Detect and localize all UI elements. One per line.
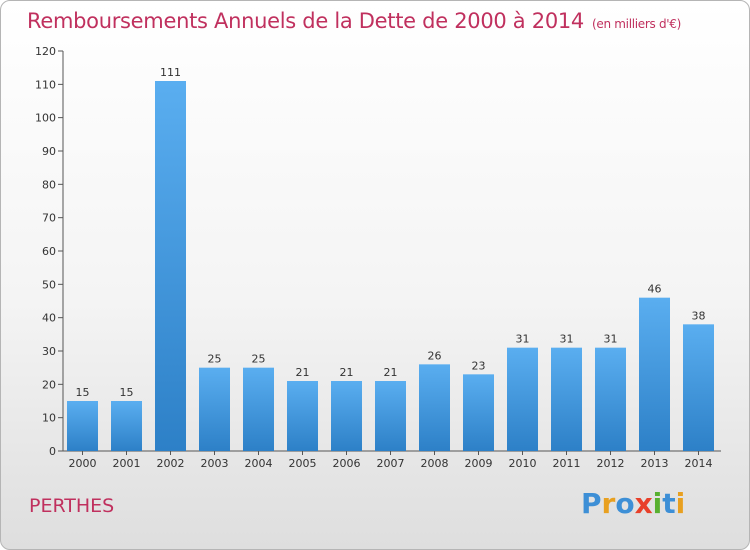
bar-value-label: 21 xyxy=(340,366,354,379)
y-tick-label: 110 xyxy=(35,78,56,91)
bars: 15 15 111 25 25 21 21 21 26 23 31 31 31 46 38 xyxy=(67,66,714,451)
x-tick-label: 2003 xyxy=(201,457,229,470)
bar-2014 xyxy=(683,324,714,451)
bar-2000 xyxy=(67,401,98,451)
x-tick-label: 2014 xyxy=(685,457,713,470)
y-tick-label: 80 xyxy=(42,178,56,191)
bar-value-label: 25 xyxy=(208,353,222,366)
logo-letter: P xyxy=(581,487,602,520)
logo-letter: t xyxy=(662,487,676,520)
bar-value-label: 21 xyxy=(384,366,398,379)
y-tick-label: 100 xyxy=(35,112,56,125)
y-tick-label: 10 xyxy=(42,412,56,425)
x-tick-label: 2008 xyxy=(421,457,449,470)
bar-2005 xyxy=(287,381,318,451)
logo-letter: x xyxy=(634,487,653,520)
bar-value-label: 23 xyxy=(472,359,486,372)
bar-value-label: 15 xyxy=(76,386,90,399)
y-tick-label: 70 xyxy=(42,212,56,225)
x-tick-label: 2002 xyxy=(157,457,185,470)
y-tick-label: 50 xyxy=(42,278,56,291)
bar-value-label: 26 xyxy=(428,349,442,362)
y-tick-label: 20 xyxy=(42,378,56,391)
x-tick-label: 2006 xyxy=(333,457,361,470)
x-tick-label: 2009 xyxy=(465,457,493,470)
bar-2001 xyxy=(111,401,142,451)
logo-letter: r xyxy=(601,487,616,520)
x-tick-label: 2011 xyxy=(553,457,581,470)
bar-value-label: 38 xyxy=(692,309,706,322)
y-tick-label: 90 xyxy=(42,145,56,158)
bar-value-label: 25 xyxy=(252,353,266,366)
bar-2004 xyxy=(243,367,274,451)
logo-letter: i xyxy=(675,487,686,520)
bar-2009 xyxy=(463,374,494,451)
bar-2007 xyxy=(375,381,406,451)
proxiti-logo: Proxiti xyxy=(581,487,685,520)
bar-2003 xyxy=(199,367,230,451)
y-tick-label: 60 xyxy=(42,245,56,258)
bar-2008 xyxy=(419,364,450,451)
bar-value-label: 21 xyxy=(296,366,310,379)
x-tick-label: 2001 xyxy=(113,457,141,470)
y-tick-label: 120 xyxy=(35,45,56,58)
chart-unit: (en milliers d'€) xyxy=(592,17,682,31)
bar-value-label: 46 xyxy=(648,283,662,296)
logo-letter: i xyxy=(652,487,663,520)
bar-2011 xyxy=(551,347,582,451)
chart-title-text: Remboursements Annuels de la Dette de 20… xyxy=(27,9,584,33)
bar-2013 xyxy=(639,297,670,451)
axes: 0 10 20 30 40 50 60 70 80 90 100 110 120 2000 2001 2002… xyxy=(35,45,721,470)
x-tick-label: 2005 xyxy=(289,457,317,470)
bar-2010 xyxy=(507,347,538,451)
x-tick-label: 2013 xyxy=(641,457,669,470)
y-tick-label: 0 xyxy=(49,445,56,458)
bar-value-label: 111 xyxy=(160,66,181,79)
bar-2002 xyxy=(155,81,186,451)
bar-2012 xyxy=(595,347,626,451)
y-tick-label: 30 xyxy=(42,345,56,358)
bar-value-label: 31 xyxy=(560,333,574,346)
x-tick-label: 2000 xyxy=(69,457,97,470)
bar-2006 xyxy=(331,381,362,451)
bar-value-label: 31 xyxy=(604,333,618,346)
logo-letter: o xyxy=(615,487,635,520)
bar-value-label: 15 xyxy=(120,386,134,399)
x-tick-label: 2012 xyxy=(597,457,625,470)
place-name: PERTHES xyxy=(29,495,115,517)
x-tick-label: 2004 xyxy=(245,457,273,470)
x-tick-label: 2010 xyxy=(509,457,537,470)
x-tick-label: 2007 xyxy=(377,457,405,470)
chart-title: Remboursements Annuels de la Dette de 20… xyxy=(27,9,681,33)
y-tick-label: 40 xyxy=(42,312,56,325)
bar-value-label: 31 xyxy=(516,333,530,346)
